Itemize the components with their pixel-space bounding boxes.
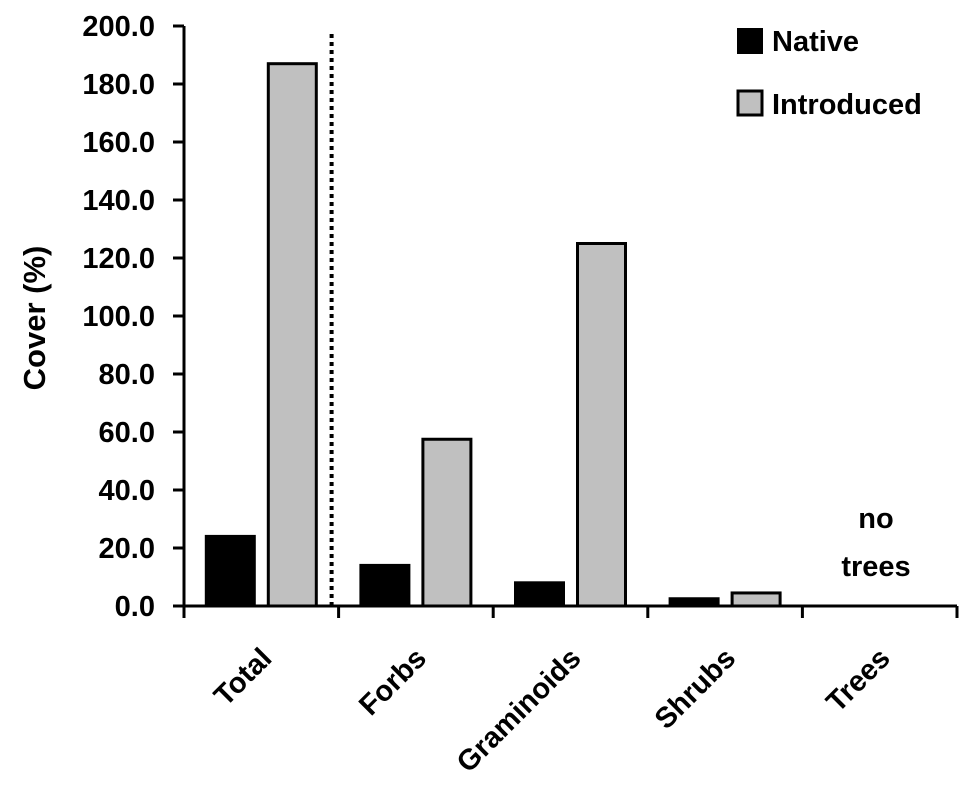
- annotation-trees: trees: [841, 551, 910, 583]
- x-category-label: Trees: [820, 642, 896, 718]
- y-tick-label: 140.0: [82, 185, 155, 217]
- y-tick-label: 200.0: [82, 11, 155, 43]
- legend-native-label: Native: [772, 26, 859, 58]
- y-tick-label: 100.0: [82, 301, 155, 333]
- legend-introduced-label: Introduced: [772, 89, 922, 121]
- y-tick-label: 0.0: [115, 591, 155, 623]
- bar-introduced-graminoids: [576, 242, 627, 608]
- y-tick-label: 160.0: [82, 127, 155, 159]
- legend-native-swatch: [737, 28, 763, 54]
- y-tick-label: 120.0: [82, 243, 155, 275]
- y-axis: 0.0 20.0 40.0 60.0 80.0 100.0 120.0 140.0 160.0 1…: [82, 11, 959, 623]
- bar-introduced-forbs: [421, 437, 473, 608]
- bar-introduced-shrubs: [730, 591, 782, 608]
- legend: Native Introduced: [736, 26, 922, 121]
- y-tick-label: 40.0: [99, 475, 155, 507]
- y-tick-label: 60.0: [99, 417, 155, 449]
- y-axis-label: Cover (%): [17, 246, 52, 391]
- y-tick-label: 20.0: [99, 533, 155, 565]
- bar-native-graminoids: [514, 581, 565, 608]
- bar-native-forbs: [359, 563, 411, 608]
- plot-area: [204, 62, 782, 608]
- annotation-no: no: [858, 503, 893, 535]
- x-category-label: Forbs: [353, 642, 433, 722]
- bar-native-total: [204, 534, 256, 608]
- x-category-label: Total: [208, 642, 278, 712]
- y-tick-label: 180.0: [82, 69, 155, 101]
- x-category-label: Shrubs: [649, 642, 742, 735]
- x-axis-categories: Total Forbs Graminoids Shrubs Trees: [208, 642, 896, 779]
- bar-introduced-total: [266, 62, 318, 608]
- legend-introduced-swatch: [736, 89, 764, 117]
- x-category-label: Graminoids: [451, 642, 588, 779]
- y-tick-label: 80.0: [99, 359, 155, 391]
